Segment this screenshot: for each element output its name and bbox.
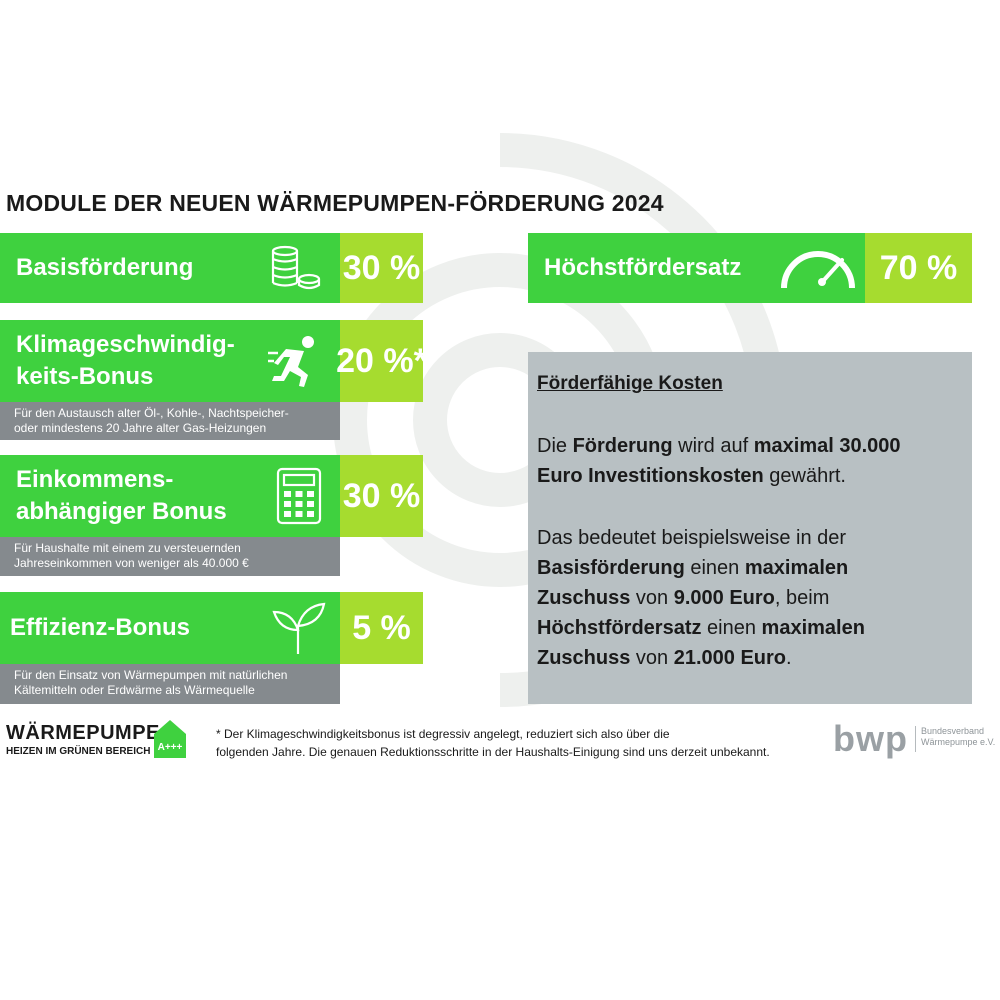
module-name-line1: Klimageschwindig- [16, 331, 235, 358]
text-bold: maximalen Zuschuss [537, 617, 865, 669]
module-note-line2: Jahreseinkommen von weniger als 40.000 € [14, 556, 249, 570]
module-note-line1: Für den Einsatz von Wärmepumpen mit natü… [14, 668, 288, 682]
max-rate-name: Höchstfördersatz [544, 254, 742, 281]
module-name-line2: abhängiger Bonus [16, 498, 227, 525]
text: Das bedeutet beispielsweise in der [537, 527, 847, 549]
text: Die [537, 435, 573, 457]
module-bar [0, 592, 340, 664]
module-percent: 30 % [340, 233, 423, 303]
text: , beim [774, 587, 830, 609]
module-bar [0, 320, 340, 402]
module-note-line2: Kältemitteln oder Erdwärme als Wärmequel… [14, 683, 255, 697]
module-percent: 5 % [340, 592, 423, 664]
module-name: Klimageschwindig- keits-Bonus [16, 329, 235, 393]
text-bold: maximal 30.000 Euro Investitionskosten [537, 435, 901, 487]
text-bold: Höchstfördersatz [537, 617, 702, 639]
max-rate-percent: 70 % [865, 233, 972, 303]
gauge-icon [781, 251, 855, 289]
text-bold: Basisförderung [537, 557, 685, 579]
runner-icon [268, 336, 314, 387]
text-bold: 21.000 Euro [673, 647, 787, 669]
text-bold: Förderung [572, 435, 673, 457]
module-einkommensabhaengiger-bonus: Einkommens- abhängiger Bonus 30 % Für Ha… [0, 455, 423, 576]
footnote-line1: * Der Klimageschwindigkeitsbonus ist deg… [216, 727, 670, 741]
module-note: Für den Einsatz von Wärmepumpen mit natü… [0, 664, 340, 704]
bwp-subtitle-line1: Bundesverband [921, 726, 985, 736]
bwp-subtitle-line2: Wärmepumpe e.V. [921, 737, 996, 747]
coins-icon [271, 245, 321, 290]
text: wird auf [672, 435, 754, 457]
module-percent: 20 %* [336, 320, 427, 402]
bwp-logo: bwp [833, 718, 908, 759]
costs-box [528, 352, 972, 704]
footnote: * Der Klimageschwindigkeitsbonus ist deg… [216, 725, 816, 761]
module-klimageschwindigkeits-bonus: Klimageschwindig- keits-Bonus 20 %* Für … [0, 320, 427, 440]
text-bold: 9.000 Euro [673, 587, 775, 609]
logo-badge: A+++ [158, 742, 183, 753]
text-bold: maximalen Zuschuss [537, 557, 849, 609]
module-note-line1: Für den Austausch alter Öl-, Kohle-, Nac… [14, 406, 289, 420]
logo-tagline: HEIZEN IM GRÜNEN BEREICH [6, 746, 151, 757]
costs-paragraph-2: Das bedeutet beispielsweise in der Basis… [537, 523, 937, 673]
module-name: Basisförderung [16, 254, 194, 281]
calculator-icon [276, 467, 322, 525]
text: von [630, 647, 674, 669]
text: . [786, 647, 792, 669]
module-percent: 30 % [340, 455, 423, 537]
house-logo-icon: A+++ [154, 720, 186, 758]
module-name-line2: keits-Bonus [16, 363, 154, 390]
module-bar [0, 233, 340, 303]
text: gewährt. [763, 465, 846, 487]
module-name: Einkommens- abhängiger Bonus [16, 464, 227, 528]
max-rate-bar [528, 233, 865, 303]
footnote-line2: folgenden Jahre. Die genauen Reduktionss… [216, 745, 770, 759]
logo-name: WÄRMEPUMPE [6, 722, 160, 744]
text: einen [701, 617, 762, 639]
module-note: Für den Austausch alter Öl-, Kohle-, Nac… [0, 402, 340, 440]
module-note-line2: oder mindestens 20 Jahre alter Gas-Heizu… [14, 421, 267, 435]
sprout-icon [272, 602, 326, 654]
text: von [630, 587, 674, 609]
costs-heading: Förderfähige Kosten [537, 373, 723, 394]
module-name: Effizienz-Bonus [10, 614, 190, 641]
costs-paragraph-1: Die Förderung wird auf maximal 30.000 Eu… [537, 431, 907, 491]
module-note: Für Haushalte mit einem zu versteuernden… [0, 537, 340, 576]
module-effizienz-bonus: Effizienz-Bonus 5 % Für den Einsatz von … [0, 592, 423, 704]
module-basisfoerderung: Basisförderung 30 % [0, 233, 423, 303]
bwp-divider [915, 726, 916, 752]
page-title: MODULE DER NEUEN WÄRMEPUMPEN-FÖRDERUNG 2… [6, 190, 664, 216]
module-name-line1: Einkommens- [16, 466, 174, 493]
bwp-subtitle: Bundesverband Wärmepumpe e.V. [921, 726, 995, 748]
text: einen [684, 557, 745, 579]
module-note-line1: Für Haushalte mit einem zu versteuernden [14, 541, 241, 555]
